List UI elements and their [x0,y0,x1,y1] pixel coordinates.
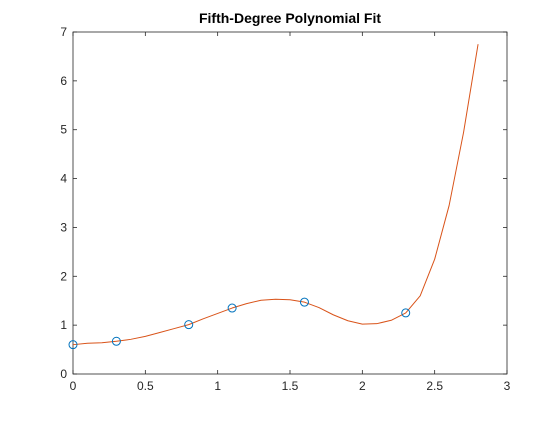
y-tick-label: 1 [60,318,67,332]
data-point-marker [299,297,309,307]
y-tick-label: 3 [60,220,67,234]
data-point-marker [227,303,237,313]
x-tick-label: 1.5 [282,379,299,393]
y-tick-label: 4 [60,172,67,186]
y-tick-label: 5 [60,123,67,137]
y-tick-label: 7 [60,25,67,39]
y-tick-label: 6 [60,74,67,88]
x-tick-label: 3 [504,379,511,393]
x-tick-label: 1 [214,379,221,393]
plot-area [68,44,479,350]
x-tick-label: 0.5 [137,379,154,393]
y-tick-label: 0 [60,367,67,381]
x-tick-label: 0 [70,379,77,393]
y-tick-label: 2 [60,269,67,283]
data-point-marker [401,308,411,318]
chart-title: Fifth-Degree Polynomial Fit [199,10,381,26]
x-tick-label: 2 [359,379,366,393]
data-point-marker [111,336,121,346]
axes-box [72,31,508,375]
data-point-marker [68,340,78,350]
fit-curve [72,44,479,346]
data-point-marker [184,320,194,330]
axes: 0 0.5 1 1.5 2 2.5 3 0 1 2 3 4 5 6 7 [60,25,510,393]
x-tick-label: 2.5 [426,379,443,393]
